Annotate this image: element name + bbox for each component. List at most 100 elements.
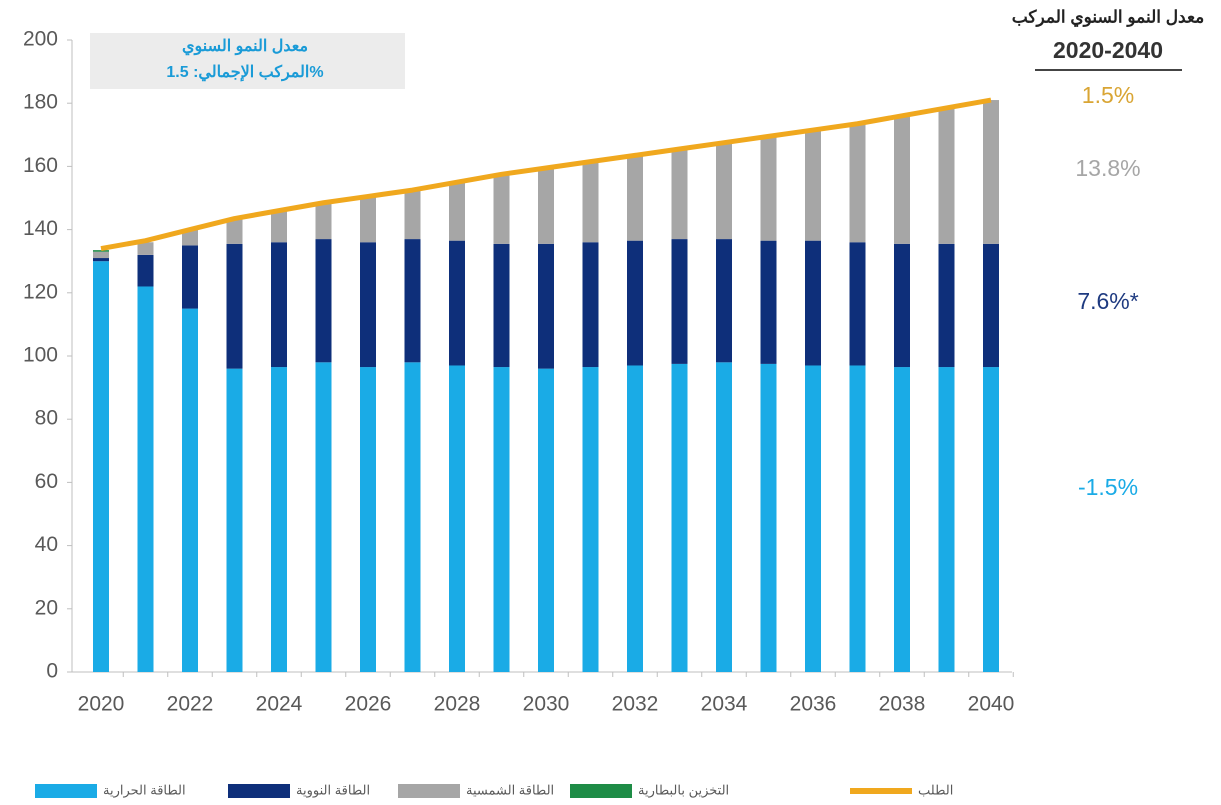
bar-segment (894, 367, 910, 672)
note-line: معدل النمو السنوي (182, 38, 308, 56)
bar-segment (716, 239, 732, 363)
y-tick-label: 20 (35, 596, 58, 619)
bar-segment (182, 308, 198, 672)
bar-segment (360, 196, 376, 243)
bar-segment (983, 367, 999, 672)
bar-segment (182, 245, 198, 309)
y-tick-label: 0 (46, 660, 58, 683)
bar-segment (182, 229, 198, 246)
bar-segment (627, 240, 643, 366)
bar-segment (360, 367, 376, 672)
note-box (90, 33, 405, 89)
x-tick-label: 2022 (167, 693, 214, 716)
bar-segment (849, 365, 866, 672)
bar-segment (271, 367, 287, 672)
legend-label: التخزين بالبطارية (638, 782, 729, 798)
bar-segment (93, 258, 109, 262)
bar-segment (538, 243, 554, 369)
y-tick-label: 60 (35, 470, 58, 493)
bar-segment (716, 142, 732, 240)
bar-segment (671, 239, 688, 364)
bar-segment (805, 240, 821, 366)
legend-label: الطلب (918, 782, 953, 797)
bar-segment (894, 243, 910, 368)
x-tick-label: 2030 (523, 693, 570, 716)
bar-segment (805, 130, 821, 241)
x-tick-label: 2032 (612, 693, 659, 716)
bar-segment (315, 362, 332, 672)
y-tick-label: 40 (35, 533, 58, 556)
note-line: المركب الإجمالي: 1.5% (166, 64, 323, 82)
bar-segment (137, 242, 154, 255)
x-tick-label: 2026 (345, 693, 392, 716)
rate-label: -1.5% (1078, 474, 1138, 500)
bar-segment (983, 243, 999, 368)
bar-segment (271, 242, 287, 368)
bar-segment (493, 243, 510, 368)
bar-segment (404, 239, 421, 363)
y-tick-label: 100 (23, 344, 58, 367)
demand-line (100, 97, 992, 252)
bar-segment (226, 243, 243, 369)
y-tick-label: 200 (23, 28, 58, 51)
bar-segment (93, 251, 109, 259)
legend-swatch (228, 784, 290, 798)
legend-label: الطاقة الحرارية (103, 782, 186, 798)
bar-segment (849, 123, 866, 243)
x-tick-label: 2040 (968, 693, 1015, 716)
bar-segment (894, 115, 910, 244)
bar-segment (671, 363, 688, 672)
bar-segment (582, 367, 599, 672)
bar-segment (493, 367, 510, 672)
bar-segment (716, 362, 732, 672)
bar-segment (671, 149, 688, 240)
bar-segment (760, 363, 777, 672)
bar-segment (938, 243, 955, 368)
rate-label: 13.8% (1075, 155, 1140, 181)
bar-segment (404, 190, 421, 240)
bar-segment (493, 174, 510, 244)
legend-swatch (398, 784, 460, 798)
bar-segment (983, 100, 999, 244)
bar-segment (627, 155, 643, 241)
bar-segment (315, 202, 332, 240)
bar-segment (760, 240, 777, 364)
x-tick-label: 2020 (78, 693, 125, 716)
bar-segment (226, 218, 243, 244)
y-tick-label: 180 (23, 91, 58, 114)
x-tick-label: 2028 (434, 693, 481, 716)
bar-segment (93, 250, 109, 252)
bar-segment (849, 242, 866, 366)
bar-segment (404, 362, 421, 672)
x-tick-label: 2036 (790, 693, 837, 716)
bar-segment (449, 240, 465, 366)
bar-segment (938, 367, 955, 672)
y-tick-label: 160 (23, 154, 58, 177)
y-tick-label: 140 (23, 217, 58, 240)
bar-segment (805, 365, 821, 672)
rate-label: 7.6%* (1077, 288, 1138, 314)
rate-label: 1.5% (1082, 82, 1134, 108)
x-tick-label: 2024 (256, 693, 303, 716)
rates-title: معدل النمو السنوي المركب (1012, 7, 1205, 27)
bar-segment (938, 107, 955, 244)
bar-segment (582, 161, 599, 243)
y-tick-label: 80 (35, 407, 58, 430)
legend-swatch (35, 784, 97, 798)
bar-segment (137, 286, 154, 672)
bar-segment (627, 365, 643, 672)
legend-swatch (570, 784, 632, 798)
bar-segment (226, 368, 243, 672)
y-tick-label: 120 (23, 280, 58, 303)
x-tick-label: 2038 (879, 693, 926, 716)
bar-segment (449, 182, 465, 241)
rates-period: 2020-2040 (1053, 37, 1163, 63)
x-tick-label: 2034 (701, 693, 748, 716)
bar-segment (449, 365, 465, 672)
bar-segment (271, 210, 287, 243)
bar-segment (582, 242, 599, 368)
bar-segment (315, 239, 332, 363)
bar-segment (360, 242, 376, 368)
bar-segment (93, 261, 109, 672)
